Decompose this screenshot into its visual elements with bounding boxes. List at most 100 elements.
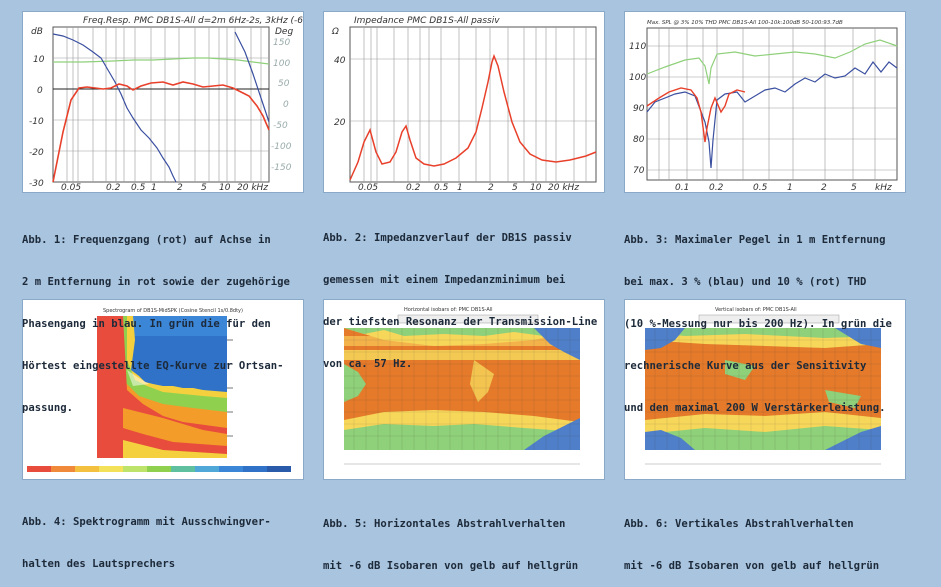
caption-line: mit -6 dB Isobaren von gelb auf hellgrün	[624, 560, 880, 572]
chart1-x-tick: 5	[201, 183, 207, 192]
chart3-x-tick: 0.1	[675, 183, 689, 192]
chart1-y-tick: -30	[29, 179, 44, 189]
figure-1-frequency-response: Freq.Resp. PMC DB1S-All d=2m 6Hz-2s, 3kH…	[22, 11, 304, 193]
eq-curve	[53, 57, 270, 65]
caption-figure-5: Abb. 5: Horizontales Abstrahlverhalten m…	[323, 489, 578, 587]
chart3-title: Max. SPL @ 3% 10% THD PMC DB1S-All 100-1…	[647, 20, 843, 26]
chart1-phase-tick: -100	[271, 142, 292, 152]
chart2-title: Impedance PMC DB1S-All passiv	[354, 16, 500, 26]
caption-line: Abb. 6: Vertikales Abstrahlverhalten	[624, 518, 854, 530]
chart1-phase-tick: 150	[273, 38, 290, 48]
chart4-title: Spectrogram of DB1S-MidSPK (Cosine Stenc…	[103, 308, 243, 314]
chart1-phase-tick: 100	[273, 59, 290, 69]
chart3-y-tick: 80	[633, 135, 645, 145]
spectrogram-color-scale	[27, 466, 291, 472]
chart3-x-tick: 0.2	[709, 183, 724, 192]
caption-figure-6: Abb. 6: Vertikales Abstrahlverhalten mit…	[624, 489, 879, 587]
caption-line: bei max. 3 % (blau) und 10 % (rot) THD	[624, 276, 867, 288]
chart2-x-tick: 10	[530, 183, 542, 192]
chart1-y-tick: -10	[29, 117, 44, 127]
chart1-phase-tick: -150	[271, 163, 292, 173]
chart1-x-tick: 1	[151, 183, 157, 192]
chart2-x-tick: 5	[512, 183, 518, 192]
chart3-y-tick: 100	[629, 73, 646, 83]
chart1-y-tick: 10	[33, 55, 45, 65]
spl-3pct-curve	[646, 60, 898, 169]
chart2-x-tick: 2	[488, 183, 494, 192]
caption-figure-2: Abb. 2: Impedanzverlauf der DB1S passiv …	[323, 203, 597, 385]
figure-5-horizontal-isobars: Horizontal isobars of: PMC DB1S-All	[323, 299, 605, 480]
chart3-x-tick: 0.5	[753, 183, 768, 192]
chart2-x-tick: 0.5	[434, 183, 449, 192]
figure-4-spectrogram: Spectrogram of DB1S-MidSPK (Cosine Stenc…	[22, 299, 304, 480]
caption-line: rechnerische Kurve aus der Sensitivity	[624, 360, 867, 372]
caption-line: 2 m Entfernung in rot sowie der zugehöri…	[22, 276, 290, 288]
caption-line: (10 %-Messung nur bis 200 Hz). In grün d…	[624, 318, 892, 330]
chart3-y-tick: 70	[633, 166, 645, 176]
chart1-phase-tick: 50	[278, 79, 290, 89]
frequency-response-chart: Freq.Resp. PMC DB1S-All d=2m 6Hz-2s, 3kH…	[29, 16, 303, 192]
chart1-phase-tick: 0	[283, 100, 289, 110]
impedance-chart: Impedance PMC DB1S-All passiv Ω 40 20 0.…	[331, 16, 597, 192]
chart1-x-tick: 10	[219, 183, 231, 192]
impedance-curve	[349, 53, 597, 181]
spectrogram-chart: Spectrogram of DB1S-MidSPK (Cosine Stenc…	[27, 308, 291, 472]
caption-line: Hörtest eingestellte EQ-Kurve zur Ortsan…	[22, 360, 284, 372]
caption-line: der tiefsten Resonanz der Transmission-L…	[323, 316, 598, 328]
spl-10pct-curve	[646, 87, 746, 143]
caption-figure-4: Abb. 4: Spektrogramm mit Ausschwingver- …	[22, 487, 271, 585]
vertical-isobar-chart: Vertical isobars of: PMC DB1S-All	[645, 307, 881, 465]
caption-line: mit -6 dB Isobaren von gelb auf hellgrün	[323, 560, 579, 572]
chart1-phase-tick: -50	[273, 121, 288, 131]
chart1-x-tick: 0.05	[61, 183, 81, 192]
phase-curve	[52, 33, 177, 183]
horizontal-isobar-chart: Horizontal isobars of: PMC DB1S-All	[344, 307, 580, 465]
phase-curve-hf	[234, 31, 270, 123]
spectrogram-freq-scale	[227, 339, 233, 437]
caption-line: Abb. 2: Impedanzverlauf der DB1S passiv	[323, 232, 572, 244]
chart1-x-tick: 0.5	[131, 183, 146, 192]
chart6-title: Vertical isobars of: PMC DB1S-All	[715, 307, 797, 313]
caption-line: gemessen mit einem Impedanzminimum bei	[323, 274, 566, 286]
caption-line: Abb. 4: Spektrogramm mit Ausschwingver-	[22, 516, 271, 528]
chart1-x-tick: 20 kHz	[237, 183, 268, 192]
chart1-x-tick: 0.2	[106, 183, 121, 192]
chart3-x-tick: 2	[821, 183, 827, 192]
chart2-y-tick: 20	[334, 118, 346, 128]
chart1-left-unit: dB	[31, 27, 43, 37]
chart1-grid	[53, 27, 269, 182]
chart2-y-tick: 40	[334, 56, 346, 66]
caption-line: Abb. 5: Horizontales Abstrahlverhalten	[323, 518, 566, 530]
chart3-grid	[647, 28, 897, 180]
chart6-grid	[645, 328, 881, 450]
caption-line: Abb. 3: Maximaler Pegel in 1 m Entfernun…	[624, 234, 886, 246]
caption-line: Abb. 1: Frequenzgang (rot) auf Achse in	[22, 234, 271, 246]
caption-line: und den maximal 200 W Verstärkerleistung…	[624, 402, 886, 414]
frequency-response-curve	[52, 81, 270, 183]
chart5-grid	[344, 328, 580, 450]
chart2-unit: Ω	[331, 27, 339, 37]
max-spl-chart: Max. SPL @ 3% 10% THD PMC DB1S-All 100-1…	[629, 20, 898, 192]
figure-3-max-spl: Max. SPL @ 3% 10% THD PMC DB1S-All 100-1…	[624, 11, 906, 193]
caption-line: von ca. 57 Hz.	[323, 358, 413, 370]
chart3-y-tick: 90	[633, 104, 645, 114]
chart3-y-tick: 110	[629, 42, 646, 52]
chart3-x-tick: 5	[851, 183, 857, 192]
figure-6-vertical-isobars: Vertical isobars of: PMC DB1S-All	[624, 299, 906, 480]
chart5-title: Horizontal isobars of: PMC DB1S-All	[404, 307, 493, 313]
chart3-x-tick: 1	[787, 183, 793, 192]
chart2-x-tick: 20 kHz	[548, 183, 579, 192]
calculated-spl-curve	[646, 39, 898, 85]
chart2-x-tick: 0.05	[358, 183, 378, 192]
caption-line: halten des Lautsprechers	[22, 558, 176, 570]
caption-line: passung.	[22, 402, 74, 414]
caption-line: Phasengang in blau. In grün die für den	[22, 318, 271, 330]
chart1-y-tick: -20	[29, 148, 44, 158]
caption-figure-3: Abb. 3: Maximaler Pegel in 1 m Entfernun…	[624, 205, 892, 429]
chart1-right-unit: Deg	[275, 27, 293, 37]
chart1-title: Freq.Resp. PMC DB1S-All d=2m 6Hz-2s, 3kH…	[83, 16, 303, 26]
chart3-x-tick: kHz	[875, 183, 892, 192]
chart2-x-tick: 1	[457, 183, 463, 192]
chart2-x-tick: 0.2	[406, 183, 421, 192]
caption-figure-1: Abb. 1: Frequenzgang (rot) auf Achse in …	[22, 205, 290, 429]
